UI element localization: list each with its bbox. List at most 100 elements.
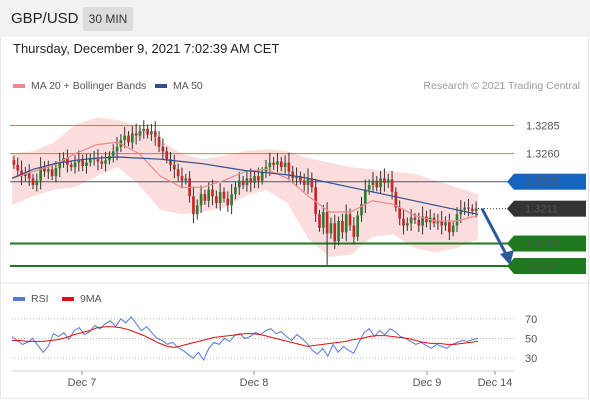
candle-body: [226, 198, 230, 206]
candle-body: [295, 176, 298, 179]
candle-body: [111, 151, 115, 156]
rsi-tick-label: 50: [525, 334, 537, 346]
candle-body: [184, 178, 188, 181]
bollinger-swatch: [13, 84, 25, 89]
bollinger-legend-label: MA 20 + Bollinger Bands: [31, 80, 147, 92]
ma20-line: [11, 141, 479, 222]
timeframe-button[interactable]: 30 MIN: [83, 7, 133, 31]
candle-body: [318, 214, 321, 228]
rsi-line: [11, 316, 479, 362]
chart-frame: [0, 37, 589, 399]
candle-body: [299, 176, 302, 181]
candle-body: [199, 194, 203, 206]
candle-body: [230, 194, 233, 206]
candle-body: [360, 204, 363, 216]
candle-body: [344, 214, 348, 233]
symbol-label: GBP/USD: [11, 10, 79, 27]
candle-body: [222, 191, 226, 199]
candle-body: [16, 164, 20, 171]
candle-body: [153, 131, 157, 137]
candle-body: [54, 168, 58, 177]
candle-body: [371, 180, 375, 186]
candle-body: [276, 161, 279, 165]
candle-body: [31, 178, 35, 186]
candle-body: [272, 162, 275, 165]
legend-rsi: RSI: [13, 293, 49, 305]
bollinger-band-fill: [12, 117, 478, 257]
level-tag-pointer-current: [507, 200, 514, 217]
candle-body: [150, 131, 153, 135]
candle-body: [241, 180, 245, 186]
candle-body: [333, 223, 337, 242]
candle-body: [100, 161, 104, 164]
candle-body: [402, 218, 405, 226]
candle-body: [386, 179, 390, 183]
rsi-swatch: [13, 297, 25, 302]
candle-body: [463, 207, 466, 210]
candle-body: [165, 151, 169, 160]
candle-body: [203, 194, 207, 201]
ma50-legend-label: MA 50: [173, 80, 203, 92]
candle-body: [104, 160, 107, 164]
candle-body: [348, 214, 352, 226]
candle-body: [413, 217, 417, 220]
level-label-resistance: 1.3260: [526, 149, 560, 161]
x-axis-tick-label: Dec 14: [478, 377, 513, 389]
candle-body: [398, 207, 402, 219]
candle-body: [249, 178, 253, 183]
candle-body: [257, 176, 260, 181]
candle-body: [467, 207, 470, 209]
chart-header: GBP/USD 30 MIN: [0, 0, 590, 37]
candle-body: [234, 187, 237, 195]
candle-body: [356, 215, 360, 237]
level-tag-support: [514, 235, 586, 252]
candle-body: [192, 196, 195, 215]
candle-body: [58, 162, 62, 169]
candle-body: [390, 179, 394, 192]
candle-body: [352, 225, 356, 237]
level-tag-current: [514, 200, 586, 217]
candle-body: [69, 164, 73, 168]
candle-body: [470, 208, 474, 211]
rsi-tick-label: 70: [525, 314, 537, 326]
legend-bollinger: MA 20 + Bollinger Bands: [13, 80, 146, 92]
candle-body: [211, 189, 214, 197]
candle-body: [367, 185, 371, 190]
projection-arrow-head: [500, 250, 514, 266]
candle-body: [35, 180, 39, 186]
rsi-ma-line: [12, 326, 479, 348]
candle-body: [287, 162, 291, 172]
ma50-line: [11, 156, 479, 215]
candle-body: [146, 128, 149, 135]
chart-datetime: Thursday, December 9, 2021 7:02:39 AM CE…: [13, 41, 280, 56]
ma50-swatch: [155, 84, 167, 89]
candle-body: [207, 189, 211, 201]
candle-body: [383, 178, 386, 183]
candle-body: [115, 146, 119, 152]
candle-body: [43, 167, 46, 172]
candle-body: [77, 160, 81, 163]
candle-body: [440, 221, 444, 226]
candle-body: [260, 171, 264, 181]
candle-body: [180, 176, 184, 181]
candle-body: [314, 187, 318, 215]
candle-body: [27, 172, 31, 179]
candle-body: [321, 212, 325, 228]
level-label-support: 1.3160: [525, 261, 559, 273]
level-tag-pivot: [514, 173, 586, 190]
candle-body: [12, 160, 16, 165]
candle-body: [405, 223, 409, 226]
candle-body: [310, 178, 314, 188]
candle-body: [85, 162, 88, 166]
candle-body: [279, 161, 283, 168]
candle-body: [325, 212, 329, 234]
candle-body: [444, 222, 447, 226]
candle-body: [329, 223, 333, 234]
candle-body: [253, 176, 256, 183]
candle-body: [176, 169, 180, 177]
candle-body: [417, 219, 421, 226]
level-label-current: 1.3211: [525, 204, 558, 216]
candle-body: [161, 146, 165, 152]
candle-body: [46, 169, 50, 172]
